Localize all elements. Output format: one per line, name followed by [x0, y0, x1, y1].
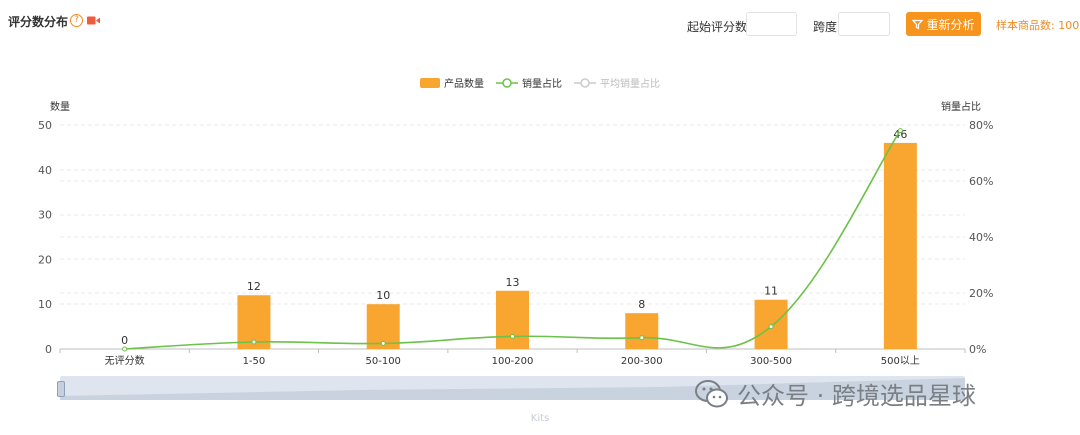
bar [883, 142, 917, 349]
sales-share-point [768, 324, 774, 330]
start-score-label: 起始评分数 [687, 20, 748, 34]
bar-data-label: 8 [638, 298, 645, 311]
sales-share-point [639, 335, 645, 341]
legend-label: 产品数量 [444, 79, 484, 90]
y-left-tick-label: 40 [38, 164, 52, 177]
help-icon[interactable]: ? [70, 14, 83, 27]
x-tick-label: 200-300 [621, 356, 663, 367]
video-icon[interactable] [87, 16, 100, 25]
y-right-tick-label: 60% [969, 175, 993, 188]
data-zoom-slider[interactable] [60, 376, 965, 400]
legend-bar-marker [420, 77, 440, 88]
bar-data-label: 13 [506, 276, 520, 289]
span-input[interactable] [838, 12, 890, 36]
x-tick-label: 1-50 [243, 356, 266, 367]
bar-data-label: 0 [121, 334, 128, 347]
y-left-tick-label: 20 [38, 253, 52, 266]
span-label: 跨度 [813, 20, 838, 34]
bar [496, 290, 529, 349]
zoom-preview [60, 378, 965, 400]
sales-share-point [897, 128, 903, 134]
legend-label: 销量占比 [522, 79, 562, 90]
zoom-handle[interactable] [57, 381, 65, 397]
start-score-input[interactable] [746, 12, 797, 36]
y-left-tick-label: 30 [38, 209, 52, 222]
legend-line-marker [496, 77, 518, 88]
wechat-icon [695, 379, 728, 407]
watermark: 公众号 · 跨境选品星球 [695, 376, 976, 411]
bar-data-label: 12 [247, 280, 261, 293]
sales-share-point [510, 333, 515, 339]
y-left-tick-label: 0 [45, 343, 52, 356]
legend-item-product-count[interactable]: 产品数量 [420, 75, 484, 90]
x-tick-label: 100-200 [492, 356, 534, 367]
y-right-tick-label: 80% [969, 119, 993, 132]
bar [625, 313, 659, 349]
x-tick-label: 500以上 [881, 355, 920, 367]
legend-item-avg-sales-share[interactable]: 平均销量占比 [574, 75, 660, 90]
x-tick-label: 无评分数 [105, 354, 145, 367]
legend-line-marker [574, 77, 596, 88]
y-right-axis-title: 销量占比 [941, 100, 981, 113]
y-right-tick-label: 40% [969, 231, 993, 244]
reanalyze-label: 重新分析 [926, 17, 975, 32]
chart-legend: 产品数量 销量占比 平均销量占比 [0, 75, 1080, 90]
y-left-axis-title: 数量 [50, 100, 70, 113]
section-title: 评分数分布 [8, 15, 69, 29]
sample-count: 样本商品数: 100 [996, 19, 1080, 32]
bar-data-label: 11 [764, 285, 778, 298]
zoom-caption: Kits [530, 413, 550, 424]
bar-data-label: 10 [376, 289, 390, 302]
watermark-text: 公众号 · 跨境选品星球 [737, 382, 976, 410]
x-tick-label: 300-500 [750, 356, 792, 367]
sales-share-point [122, 346, 128, 352]
sales-share-point [380, 340, 386, 346]
reanalyze-button[interactable]: 重新分析 [906, 12, 981, 36]
filter-icon [912, 19, 924, 29]
legend-item-sales-share[interactable]: 销量占比 [496, 75, 562, 90]
y-left-tick-label: 50 [38, 119, 52, 132]
y-left-tick-label: 10 [38, 298, 52, 311]
y-right-tick-label: 20% [969, 287, 993, 300]
legend-label: 平均销量占比 [600, 79, 660, 90]
x-tick-label: 50-100 [366, 356, 401, 367]
y-right-tick-label: 0% [969, 343, 986, 356]
sales-share-point [251, 339, 257, 345]
